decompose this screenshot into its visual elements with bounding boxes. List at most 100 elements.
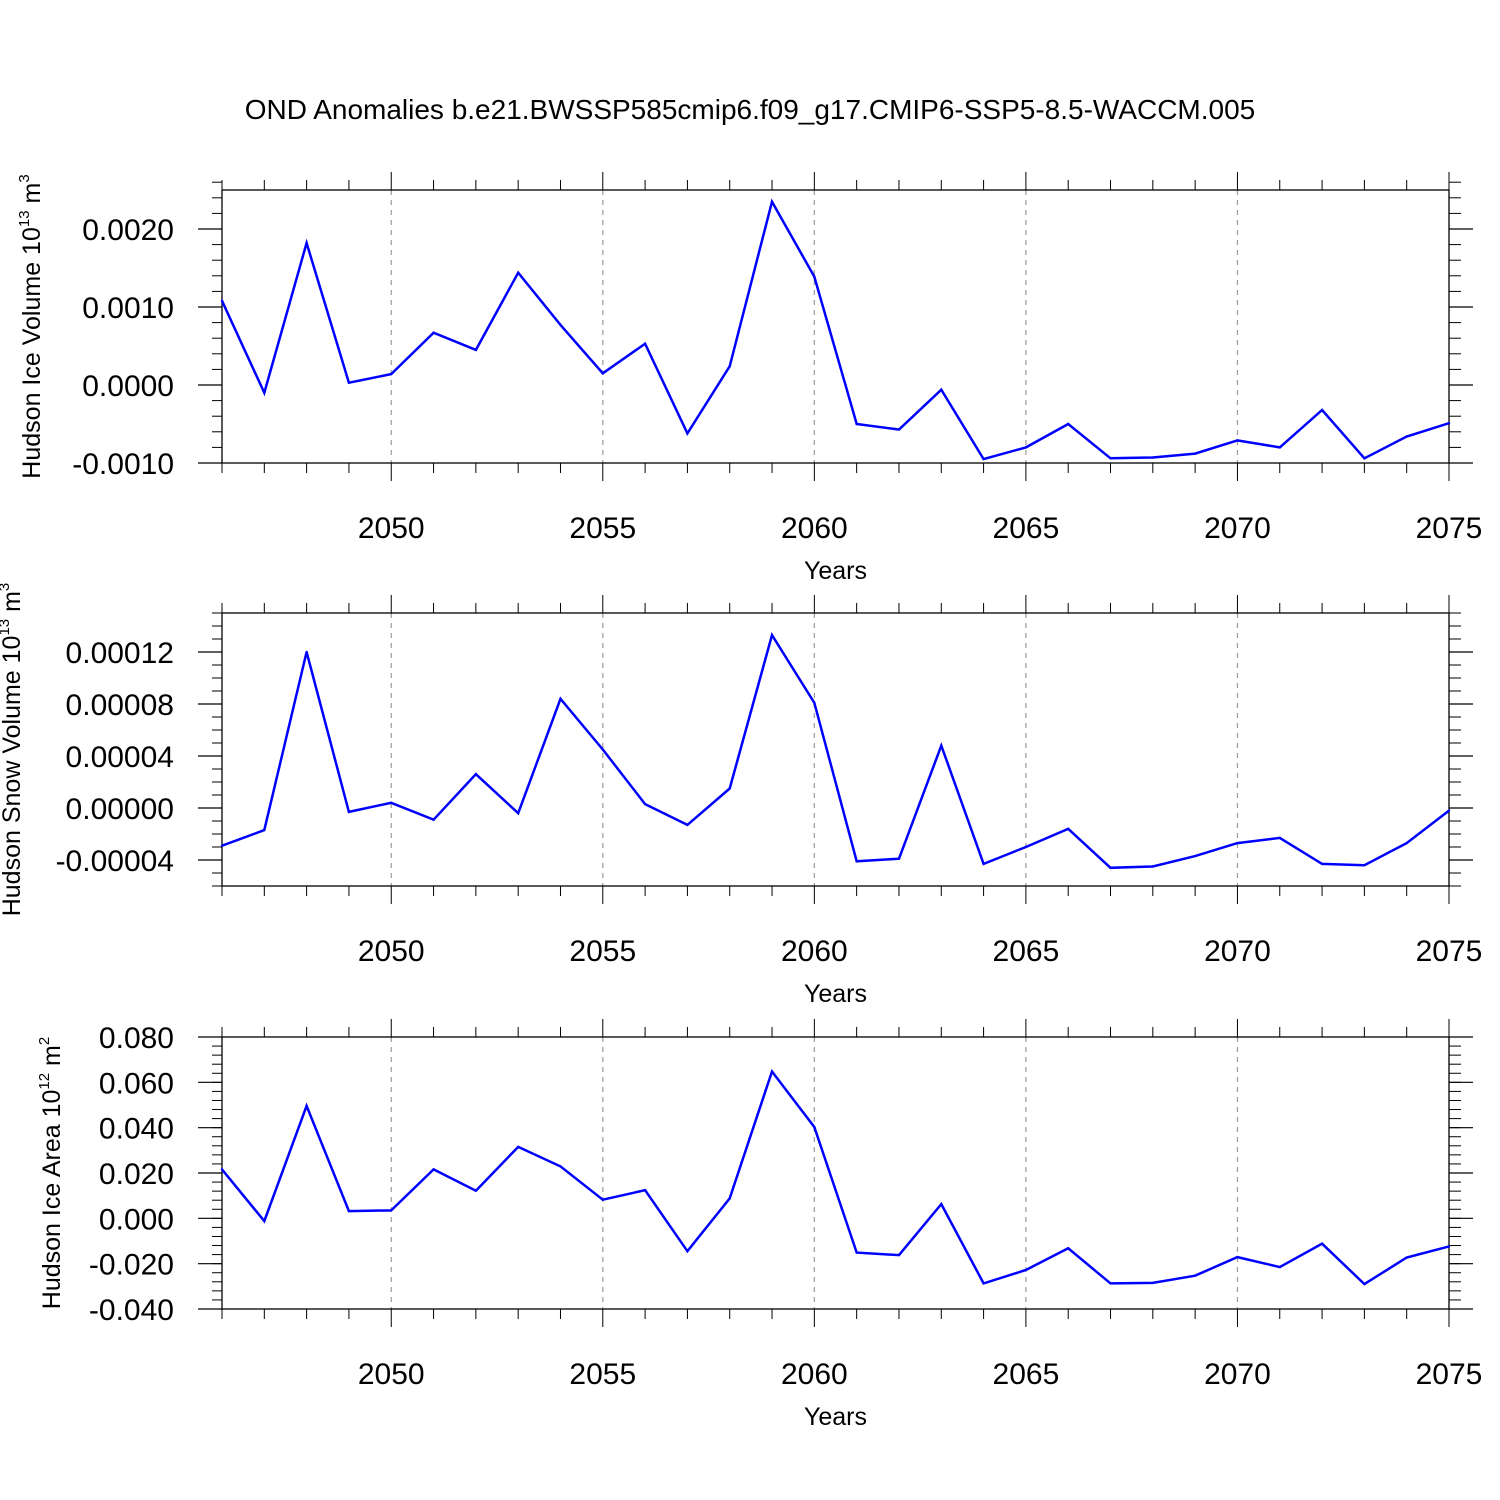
data-point [390, 372, 393, 376]
data-point [305, 650, 308, 654]
data-point [432, 818, 435, 821]
x-tick-label: 2065 [993, 935, 1060, 968]
data-point [813, 1125, 816, 1129]
data-point [1320, 1242, 1324, 1245]
data-point [516, 271, 520, 274]
data-point [1109, 457, 1112, 460]
x-tick-label: 2055 [569, 935, 636, 968]
data-point [982, 457, 985, 461]
data-point [1405, 1256, 1408, 1259]
data-point [474, 1189, 478, 1192]
plot-frame [221, 1036, 1450, 1310]
data-point [347, 810, 351, 814]
data-point [1109, 866, 1112, 869]
data-point [1405, 435, 1408, 438]
data-point [643, 342, 647, 345]
data-point [940, 744, 943, 747]
data-point [940, 388, 943, 391]
data-point [516, 812, 520, 815]
data-point [1151, 865, 1155, 868]
data-point [770, 1070, 774, 1073]
x-tick-label: 2065 [993, 1358, 1060, 1391]
data-point [982, 1282, 985, 1285]
y-axis-label: Hudson Ice Volume 1013 m3 [16, 174, 46, 478]
y-tick-label: -0.040 [89, 1294, 174, 1327]
x-axis-label: Years [804, 980, 867, 1008]
data-point [813, 701, 816, 704]
data-point [940, 1202, 943, 1206]
data-point [770, 633, 774, 637]
y-tick-label: 0.0020 [82, 214, 174, 247]
y-tick-label: 0.000 [99, 1203, 174, 1236]
y-tick-label: 0.00012 [66, 637, 174, 670]
x-tick-label: 2075 [1416, 935, 1483, 968]
data-point [220, 1168, 224, 1171]
data-point [1067, 422, 1070, 426]
y-tick-label: 0.060 [99, 1067, 174, 1100]
x-axis-label: Years [804, 557, 867, 585]
data-point [686, 1250, 689, 1253]
data-point [1447, 1245, 1451, 1248]
data-point [1278, 446, 1281, 449]
data-point [432, 331, 435, 334]
data-point [1236, 841, 1239, 845]
data-point [728, 365, 731, 368]
data-point [305, 241, 308, 245]
data-point [1067, 827, 1070, 830]
x-tick-label: 2070 [1204, 1358, 1271, 1391]
data-point [1447, 422, 1451, 425]
data-point [263, 391, 266, 394]
x-tick-label: 2050 [358, 512, 425, 545]
y-tick-label: -0.020 [89, 1249, 174, 1282]
x-tick-label: 2065 [993, 512, 1060, 545]
data-point [559, 323, 562, 327]
data-point [686, 432, 689, 435]
data-point [1236, 439, 1239, 442]
plot-frame [221, 612, 1450, 887]
data-point [1278, 1265, 1281, 1269]
y-tick-label: 0.020 [99, 1158, 174, 1191]
data-point [474, 348, 478, 352]
y-tick-label: 0.080 [99, 1022, 174, 1055]
y-tick-label: 0.0000 [82, 370, 174, 403]
series-line [220, 198, 1450, 461]
data-point [1363, 457, 1366, 460]
data-point [855, 860, 858, 863]
data-point [601, 372, 604, 375]
data-point [1151, 456, 1155, 459]
data-point [1193, 854, 1197, 858]
data-point [1067, 1247, 1070, 1250]
data-point [432, 1168, 435, 1171]
data-point [263, 1219, 266, 1223]
x-tick-label: 2055 [569, 1358, 636, 1391]
data-point [1024, 845, 1028, 849]
chart-title: OND Anomalies b.e21.BWSSP585cmip6.f09_g1… [245, 94, 1256, 125]
data-point [643, 1189, 647, 1192]
data-point [855, 1251, 858, 1254]
panel-2: -0.00004 0.00000 0.00004 0.00008 0.00012 2050… [0, 583, 1482, 1008]
x-tick-label: 2075 [1416, 1358, 1483, 1391]
data-point [347, 1209, 351, 1213]
y-tick-label: 0.00004 [66, 741, 174, 774]
data-point [1405, 841, 1408, 845]
data-point [1024, 446, 1028, 449]
data-point [982, 862, 985, 866]
x-axis-label: Years [804, 1403, 867, 1431]
x-tick-label: 2060 [781, 512, 848, 545]
x-tick-label: 2070 [1204, 935, 1271, 968]
x-tick-label: 2055 [569, 512, 636, 545]
data-point [643, 802, 647, 806]
data-point [220, 844, 224, 847]
x-tick-label: 2050 [358, 935, 425, 968]
panels: -0.0010 0.0000 0.0010 0.0020 2050 2055 2060 206… [0, 172, 1482, 1431]
data-point [686, 823, 689, 827]
series-line [221, 632, 1450, 870]
data-point [813, 275, 816, 278]
data-point [1447, 809, 1451, 812]
data-point [1024, 1268, 1028, 1272]
data-point [601, 1198, 604, 1201]
data-point [263, 828, 266, 832]
data-point [855, 422, 858, 426]
y-tick-label: 0.00008 [66, 689, 174, 722]
